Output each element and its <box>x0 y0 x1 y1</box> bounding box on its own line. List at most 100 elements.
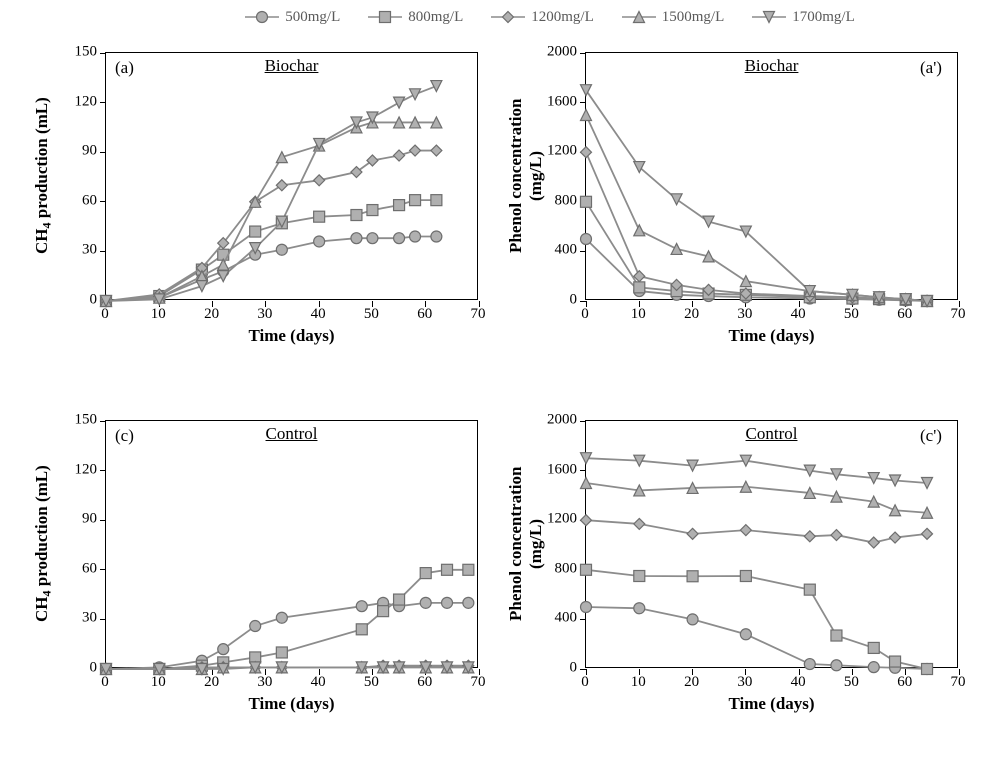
series-marker <box>804 531 815 542</box>
x-tick-label: 20 <box>204 674 219 691</box>
series-marker <box>410 89 421 100</box>
series-marker <box>394 150 405 161</box>
series-line <box>106 122 436 301</box>
x-tick-label: 60 <box>417 674 432 691</box>
x-tick-label: 20 <box>204 306 219 323</box>
series-marker <box>394 97 405 108</box>
panel-label: (c) <box>115 426 134 446</box>
series-marker <box>634 603 645 614</box>
legend-label: 500mg/L <box>285 9 340 26</box>
y-axis-label: CH4 production (mL) <box>32 52 54 300</box>
series-marker <box>634 282 645 293</box>
series-marker <box>420 597 431 608</box>
legend-label: 1700mg/L <box>792 9 855 26</box>
series-marker <box>276 152 287 163</box>
x-tick-label: 70 <box>471 674 486 691</box>
series-marker <box>367 233 378 244</box>
series-marker <box>634 225 645 236</box>
series-marker <box>581 602 592 613</box>
series-marker <box>276 612 287 623</box>
series-marker <box>431 231 442 242</box>
series-marker <box>671 194 682 205</box>
series-line <box>586 483 927 513</box>
y-tick-label: 400 <box>555 610 578 627</box>
x-tick-label: 10 <box>631 674 646 691</box>
y-axis-label: Phenol concentration <box>506 52 526 300</box>
panel-a: 0102030405060700306090120150Time (days)C… <box>30 40 490 355</box>
series-marker <box>367 205 378 216</box>
y-axis-unit: (mg/L) <box>526 420 546 668</box>
series-line <box>106 86 436 301</box>
series-marker <box>634 518 645 529</box>
series-marker <box>431 145 442 156</box>
series-marker <box>351 210 362 221</box>
y-tick-label: 90 <box>82 143 97 160</box>
series-svg <box>586 421 959 669</box>
series-marker <box>831 530 842 541</box>
series-marker <box>804 659 815 670</box>
series-marker <box>250 621 261 632</box>
series-marker <box>394 594 405 605</box>
legend-label: 800mg/L <box>408 9 463 26</box>
x-tick-label: 20 <box>684 306 699 323</box>
series-marker <box>218 271 229 282</box>
x-tick-label: 40 <box>311 306 326 323</box>
legend-item: 500mg/L <box>245 9 340 26</box>
series-marker <box>868 642 879 653</box>
legend-label: 1200mg/L <box>531 9 594 26</box>
panel-title: Control <box>266 424 318 444</box>
y-tick-label: 150 <box>75 412 98 429</box>
series-marker <box>442 597 453 608</box>
series-marker <box>276 244 287 255</box>
x-tick-label: 0 <box>581 306 589 323</box>
panel-title: Biochar <box>265 56 319 76</box>
series-line <box>106 200 436 301</box>
series-line <box>586 570 927 669</box>
series-marker <box>394 233 405 244</box>
x-axis-label: Time (days) <box>728 326 814 346</box>
x-tick-label: 0 <box>101 306 109 323</box>
series-marker <box>420 568 431 579</box>
y-tick-label: 800 <box>555 560 578 577</box>
y-tick-label: 150 <box>75 44 98 61</box>
y-tick-label: 1200 <box>547 143 577 160</box>
series-marker <box>410 231 421 242</box>
series-marker <box>581 515 592 526</box>
series-marker <box>218 644 229 655</box>
x-tick-label: 60 <box>897 306 912 323</box>
y-tick-label: 2000 <box>547 44 577 61</box>
plot-area <box>585 52 958 300</box>
x-tick-label: 30 <box>257 674 272 691</box>
y-tick-label: 60 <box>82 192 97 209</box>
series-marker <box>581 234 592 245</box>
y-tick-label: 2000 <box>547 412 577 429</box>
y-axis-label: Phenol concentration <box>506 420 526 668</box>
y-tick-label: 1200 <box>547 511 577 528</box>
y-tick-label: 400 <box>555 242 578 259</box>
series-marker <box>868 537 879 548</box>
x-axis-label: Time (days) <box>248 694 334 714</box>
series-marker <box>581 564 592 575</box>
panel-c-prime: 0102030405060700400800120016002000Time (… <box>510 408 970 723</box>
y-tick-label: 0 <box>90 660 98 677</box>
y-tick-label: 1600 <box>547 93 577 110</box>
x-tick-label: 40 <box>791 674 806 691</box>
series-svg <box>106 53 479 301</box>
series-marker <box>703 216 714 227</box>
legend-item: 800mg/L <box>368 9 463 26</box>
series-marker <box>431 195 442 206</box>
series-marker <box>250 226 261 237</box>
legend-label: 1500mg/L <box>662 9 725 26</box>
series-svg <box>106 421 479 669</box>
series-marker <box>868 662 879 673</box>
legend: 500mg/L 800mg/L 1200mg/L 1500mg/L 1700mg… <box>150 6 950 28</box>
x-tick-label: 10 <box>151 674 166 691</box>
plot-area <box>585 420 958 668</box>
plot-area <box>105 420 478 668</box>
series-marker <box>922 664 933 675</box>
x-axis-label: Time (days) <box>728 694 814 714</box>
x-tick-label: 70 <box>951 674 966 691</box>
y-tick-label: 0 <box>90 292 98 309</box>
series-marker <box>581 196 592 207</box>
y-tick-label: 120 <box>75 93 98 110</box>
